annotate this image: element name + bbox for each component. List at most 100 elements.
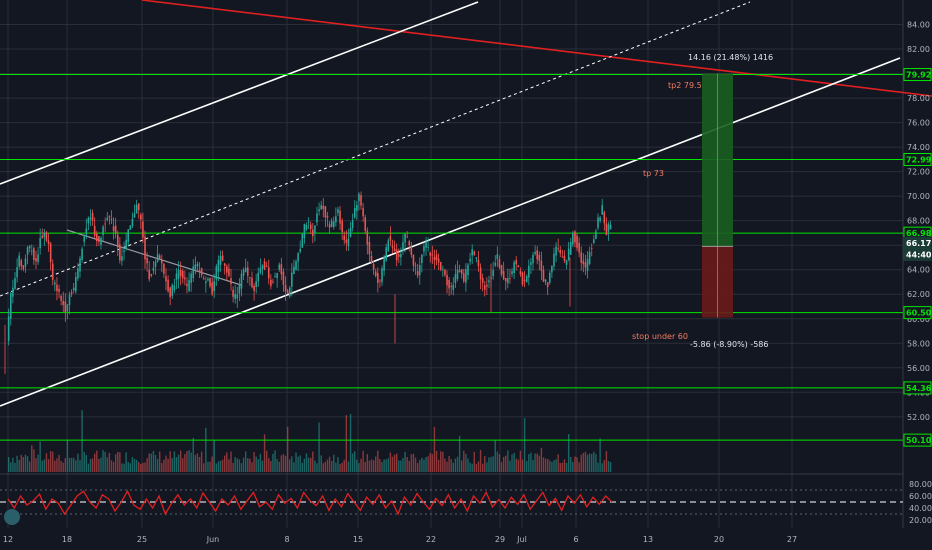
candle-body: [56, 284, 58, 292]
volume-bar: [341, 462, 343, 472]
volume-bar: [440, 451, 442, 472]
volume-bar: [549, 460, 551, 472]
candle-body: [563, 255, 566, 261]
candle-body: [293, 266, 295, 275]
candle-body: [152, 267, 155, 271]
volume-bar: [379, 459, 381, 472]
candle-body: [150, 273, 153, 276]
candle-body: [303, 223, 306, 239]
volume-bar: [54, 460, 56, 472]
volume-bar: [146, 458, 148, 472]
volume-bar: [316, 463, 318, 472]
volume-bar: [511, 454, 513, 472]
volume-bar: [121, 463, 123, 472]
price-label: 79.92: [906, 71, 931, 80]
volume-bar: [312, 451, 314, 472]
horizontal-levels[interactable]: [0, 74, 903, 441]
candle-body: [397, 254, 400, 257]
candle-body: [546, 282, 549, 288]
candle-body: [140, 214, 142, 220]
volume-bar: [414, 457, 417, 472]
candle-body: [557, 248, 559, 250]
candle-body: [393, 248, 396, 252]
tradingview-logo-icon[interactable]: [4, 509, 20, 525]
candle-body: [500, 265, 503, 275]
volume-bar: [169, 451, 171, 472]
volume-bar: [70, 457, 73, 472]
candle-body: [565, 260, 568, 265]
candle-body: [486, 284, 488, 287]
volume-bar: [322, 463, 324, 472]
price-axis[interactable]: 84.00 82.00 80.00 78.00 76.00 74.00 72.00 70.00…: [903, 21, 932, 525]
volume-bar: [163, 459, 165, 472]
candle-body: [452, 284, 455, 290]
candle-body: [433, 256, 436, 261]
rsi-tick-label: 80.00: [909, 480, 932, 489]
volume-bar: [561, 462, 564, 472]
candle-body: [467, 264, 469, 276]
time-axis[interactable]: 12 18 25 Jun 8 15 22 29 Jul 6 13 20 27: [3, 535, 797, 544]
time-tick-label: Jun: [206, 535, 220, 544]
long-position-tool[interactable]: [702, 73, 733, 318]
volume-bar: [104, 451, 106, 472]
candle-body: [335, 216, 337, 223]
candle-body: [431, 254, 434, 256]
candle-body: [110, 218, 113, 220]
candle-body: [530, 262, 532, 265]
volume-bar: [138, 462, 140, 472]
volume-bar: [356, 459, 358, 472]
volume-bar: [85, 455, 87, 472]
volume-bar: [165, 455, 167, 472]
volume-bar: [108, 452, 111, 472]
candle-body: [184, 277, 186, 280]
volume-bar: [45, 453, 48, 472]
volume-bar: [196, 453, 199, 472]
volume-bar: [247, 458, 249, 472]
candle-body: [595, 231, 597, 240]
candle-body: [320, 205, 322, 210]
candle-body: [538, 254, 541, 261]
volume-bar: [536, 453, 538, 472]
volume-bar: [408, 460, 410, 472]
volume-bar: [492, 456, 494, 472]
candle-body: [603, 212, 606, 224]
volume-bar: [52, 451, 54, 472]
volume-bar: [597, 462, 599, 472]
volume-bar: [49, 451, 52, 472]
candle-body: [471, 249, 473, 256]
volume-bar: [605, 451, 608, 472]
candle-body: [24, 258, 27, 267]
candle-body: [435, 254, 438, 261]
candle-body: [116, 234, 119, 248]
candle-body: [567, 248, 570, 260]
candle-body: [345, 239, 348, 243]
volume-bar: [400, 460, 402, 472]
candle-body: [35, 258, 37, 262]
candle-body: [473, 251, 476, 255]
volume-bar: [395, 453, 398, 472]
candle-body: [360, 195, 362, 206]
volume-bar: [505, 455, 507, 472]
volume-bar: [375, 456, 377, 472]
volume-bar: [182, 458, 184, 472]
candle-body: [353, 208, 356, 218]
candle-body: [383, 256, 385, 271]
volume-bar: [234, 457, 236, 472]
candle-body: [41, 235, 44, 239]
volume-bar: [257, 459, 259, 472]
price-label-box: [903, 381, 932, 395]
candle-body: [83, 236, 85, 242]
time-tick-label: 13: [643, 535, 653, 544]
candle-body: [263, 261, 266, 270]
volume-bar: [563, 459, 566, 472]
candle-body: [465, 269, 467, 283]
candle-body: [165, 276, 167, 282]
volume-bar: [349, 414, 352, 472]
candle-body: [553, 253, 555, 267]
volume-bar: [159, 451, 161, 472]
volume-bar: [362, 450, 364, 472]
candle-body: [81, 248, 83, 261]
volume-bar: [490, 457, 492, 472]
candle-body: [20, 260, 23, 267]
